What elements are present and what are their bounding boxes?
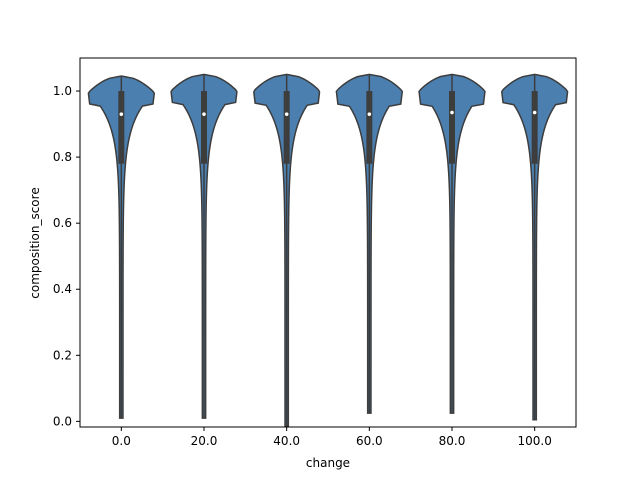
violin-median-point xyxy=(284,112,289,116)
y-tick-label: 0.4 xyxy=(53,282,72,296)
y-tick-label: 0.6 xyxy=(53,216,72,230)
x-tick-label: 100.0 xyxy=(517,434,551,448)
violin-box xyxy=(449,91,455,164)
y-tick-label: 1.0 xyxy=(53,84,72,98)
y-axis-label: composition_score xyxy=(28,187,42,298)
violins-group xyxy=(87,73,569,428)
x-ticks-group: 0.0 20.0 40.0 60.0 80.0 100.0 xyxy=(112,427,552,448)
x-tick-label: 60.0 xyxy=(356,434,383,448)
x-tick-label: 40.0 xyxy=(273,434,300,448)
violin-box xyxy=(201,91,207,164)
violin-median-point xyxy=(367,112,372,116)
violin-box xyxy=(531,91,538,164)
x-axis-label: change xyxy=(306,456,350,470)
violin-box xyxy=(366,91,373,164)
violin-median-point xyxy=(532,110,537,115)
violin-box xyxy=(283,91,290,164)
x-tick-label: 0.0 xyxy=(112,434,131,448)
violin-median-point xyxy=(202,112,206,116)
violin-median-point xyxy=(119,112,124,116)
violin-box xyxy=(118,91,125,164)
y-ticks-group: 0.0 0.2 0.4 0.6 0.8 1.0 xyxy=(53,84,80,428)
y-tick-label: 0.2 xyxy=(53,348,72,362)
y-tick-label: 0.0 xyxy=(53,414,72,428)
x-tick-label: 20.0 xyxy=(191,434,218,448)
plot-frame xyxy=(79,57,577,428)
x-tick-label: 80.0 xyxy=(439,434,466,448)
axes-group xyxy=(79,57,577,428)
violin-median-point xyxy=(450,110,454,115)
y-tick-label: 0.8 xyxy=(53,150,72,164)
